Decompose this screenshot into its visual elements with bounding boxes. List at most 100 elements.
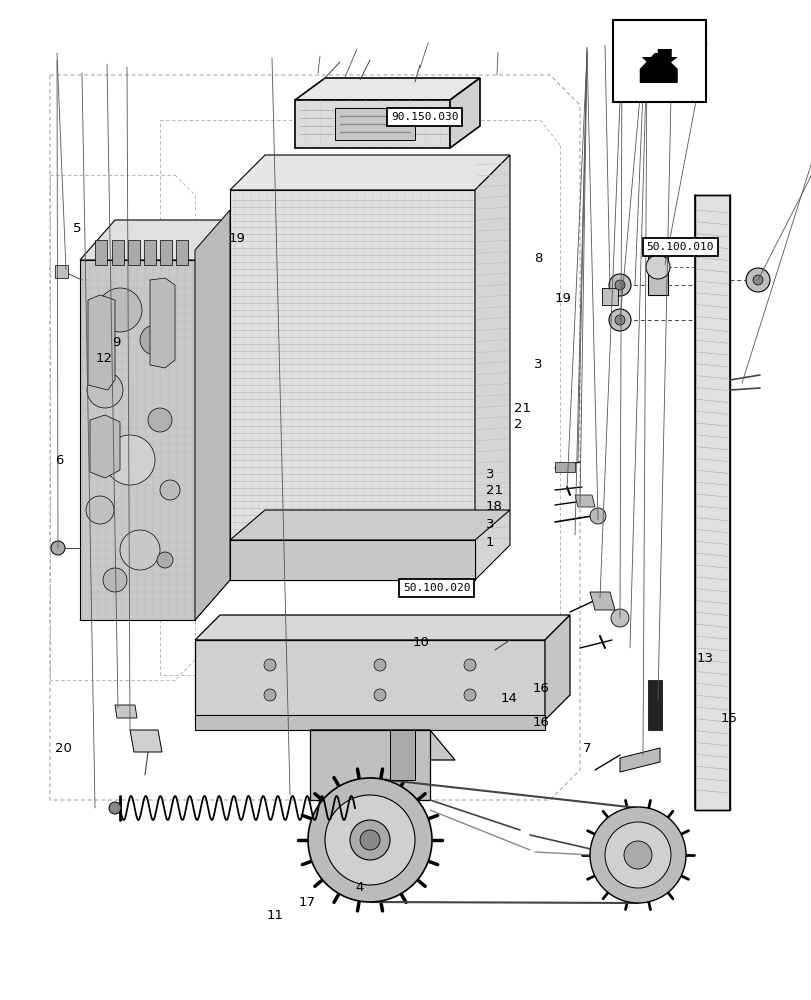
Polygon shape xyxy=(310,730,454,760)
Polygon shape xyxy=(230,190,474,580)
Circle shape xyxy=(608,274,630,296)
Text: 19: 19 xyxy=(554,292,571,304)
Polygon shape xyxy=(176,240,188,265)
Circle shape xyxy=(98,288,142,332)
Circle shape xyxy=(374,659,385,671)
Polygon shape xyxy=(590,592,614,610)
Text: 3: 3 xyxy=(534,359,542,371)
Circle shape xyxy=(590,508,605,524)
Polygon shape xyxy=(115,705,137,718)
Circle shape xyxy=(350,820,389,860)
Polygon shape xyxy=(150,278,175,368)
Text: 3: 3 xyxy=(485,468,493,481)
Circle shape xyxy=(359,830,380,850)
Text: 16: 16 xyxy=(532,682,549,694)
Circle shape xyxy=(51,541,65,555)
Circle shape xyxy=(463,689,475,701)
Polygon shape xyxy=(80,580,230,620)
Polygon shape xyxy=(55,265,68,278)
Polygon shape xyxy=(88,295,115,390)
Circle shape xyxy=(614,280,624,290)
Polygon shape xyxy=(474,155,509,580)
Circle shape xyxy=(745,268,769,292)
Circle shape xyxy=(752,275,762,285)
Polygon shape xyxy=(647,680,661,730)
Text: 6: 6 xyxy=(55,454,63,466)
Circle shape xyxy=(307,778,431,902)
Polygon shape xyxy=(95,240,107,265)
Polygon shape xyxy=(230,155,509,190)
Text: 9: 9 xyxy=(112,336,120,350)
Circle shape xyxy=(87,372,122,408)
Polygon shape xyxy=(230,540,474,580)
Circle shape xyxy=(157,552,173,568)
Polygon shape xyxy=(90,415,120,478)
Circle shape xyxy=(590,807,685,903)
Circle shape xyxy=(264,689,276,701)
Text: 20: 20 xyxy=(55,742,72,754)
Circle shape xyxy=(105,435,155,485)
Circle shape xyxy=(160,480,180,500)
Text: 1: 1 xyxy=(485,536,493,548)
Polygon shape xyxy=(639,53,677,83)
Text: 90.150.030: 90.150.030 xyxy=(390,112,458,122)
Polygon shape xyxy=(554,462,574,472)
Text: 10: 10 xyxy=(412,637,429,650)
Polygon shape xyxy=(310,730,430,800)
Text: 18: 18 xyxy=(485,500,502,514)
Text: 3: 3 xyxy=(485,518,493,532)
Text: 21: 21 xyxy=(485,484,502,496)
Polygon shape xyxy=(449,78,479,148)
Polygon shape xyxy=(80,220,230,260)
Circle shape xyxy=(109,802,121,814)
Polygon shape xyxy=(130,730,162,752)
Text: 11: 11 xyxy=(266,909,283,922)
Polygon shape xyxy=(694,195,729,810)
Polygon shape xyxy=(195,615,569,640)
Polygon shape xyxy=(544,615,569,720)
Text: 8: 8 xyxy=(534,251,542,264)
Circle shape xyxy=(614,315,624,325)
Polygon shape xyxy=(620,748,659,772)
Polygon shape xyxy=(294,100,449,148)
Polygon shape xyxy=(195,640,544,720)
Text: 17: 17 xyxy=(298,896,315,909)
Polygon shape xyxy=(601,288,617,305)
Text: 2: 2 xyxy=(513,418,521,432)
Polygon shape xyxy=(80,260,195,620)
Polygon shape xyxy=(144,240,156,265)
Polygon shape xyxy=(335,108,414,140)
Polygon shape xyxy=(195,210,230,620)
Circle shape xyxy=(86,496,114,524)
Text: 12: 12 xyxy=(96,352,113,364)
Polygon shape xyxy=(160,240,172,265)
Text: 4: 4 xyxy=(355,881,363,894)
Circle shape xyxy=(463,659,475,671)
Circle shape xyxy=(148,408,172,432)
Polygon shape xyxy=(230,510,509,540)
Circle shape xyxy=(610,609,629,627)
Text: 16: 16 xyxy=(532,716,549,730)
Polygon shape xyxy=(294,78,479,100)
Circle shape xyxy=(608,309,630,331)
Text: 7: 7 xyxy=(582,742,590,754)
Circle shape xyxy=(604,822,670,888)
Circle shape xyxy=(623,841,651,869)
Polygon shape xyxy=(389,730,414,780)
Text: 50.100.020: 50.100.020 xyxy=(402,583,470,593)
Circle shape xyxy=(264,659,276,671)
Text: 21: 21 xyxy=(513,401,530,414)
Circle shape xyxy=(103,568,127,592)
Polygon shape xyxy=(112,240,124,265)
Circle shape xyxy=(139,325,169,355)
Polygon shape xyxy=(641,49,677,73)
Text: 13: 13 xyxy=(696,652,713,664)
Text: 19: 19 xyxy=(229,232,246,244)
Text: 14: 14 xyxy=(500,692,517,704)
Polygon shape xyxy=(195,715,544,730)
Circle shape xyxy=(374,689,385,701)
Circle shape xyxy=(120,530,160,570)
Text: 5: 5 xyxy=(73,222,81,234)
Polygon shape xyxy=(128,240,139,265)
Polygon shape xyxy=(647,240,667,295)
